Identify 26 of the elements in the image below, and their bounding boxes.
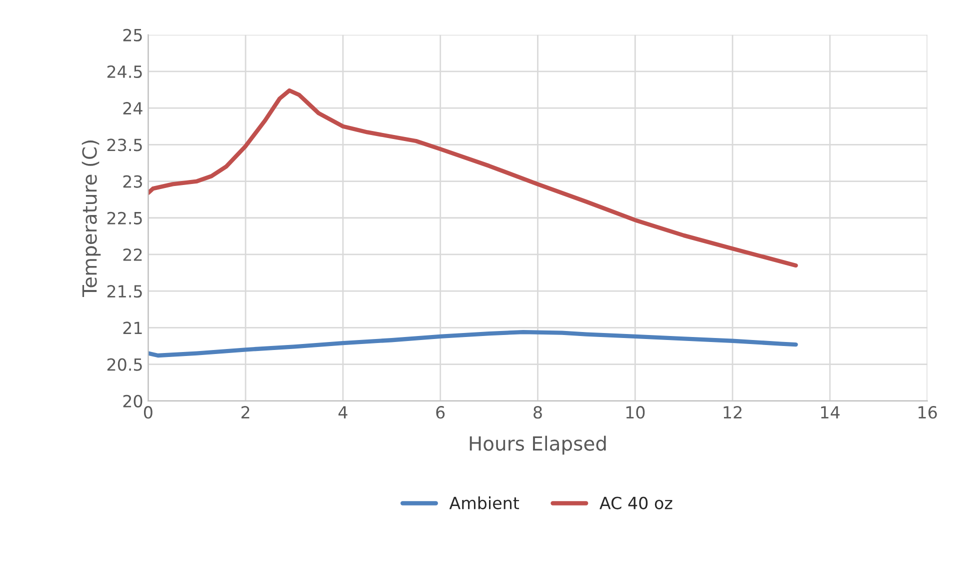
x-tick-label: 6	[436, 406, 445, 419]
x-tick-label: 16	[918, 406, 937, 419]
line-series	[148, 330, 798, 358]
x-tick-label: 2	[241, 406, 250, 418]
y-tick-label: 24	[123, 102, 142, 114]
y-tick-label: 25	[123, 28, 142, 42]
y-tick-label: 20.5	[107, 358, 142, 371]
x-tick-label: 14	[821, 406, 840, 418]
y-tick-label: 21.5	[107, 285, 142, 298]
x-tick-label: 0	[144, 406, 152, 419]
y-tick-label: 22.5	[107, 212, 142, 224]
y-tick-label: 23	[123, 175, 142, 188]
x-tick-label: 10	[626, 406, 645, 419]
x-tick-label: 12	[724, 406, 742, 418]
y-tick-label: 22	[123, 248, 142, 261]
legend-label: Ambient	[449, 496, 520, 510]
x-tick-label: 4	[338, 406, 348, 418]
x-tick-label: 8	[534, 406, 542, 419]
y-tick-label: 24.5	[107, 65, 142, 78]
x-axis-title: Hours Elapsed	[470, 436, 606, 455]
y-tick-label: 20	[123, 394, 142, 408]
y-tick-label: 21	[123, 322, 142, 334]
legend-label: AC 40 oz	[600, 496, 672, 510]
y-axis-title: Temperature (C)	[82, 140, 101, 297]
y-tick-label: 23.5	[107, 138, 142, 152]
line-series	[148, 88, 798, 268]
